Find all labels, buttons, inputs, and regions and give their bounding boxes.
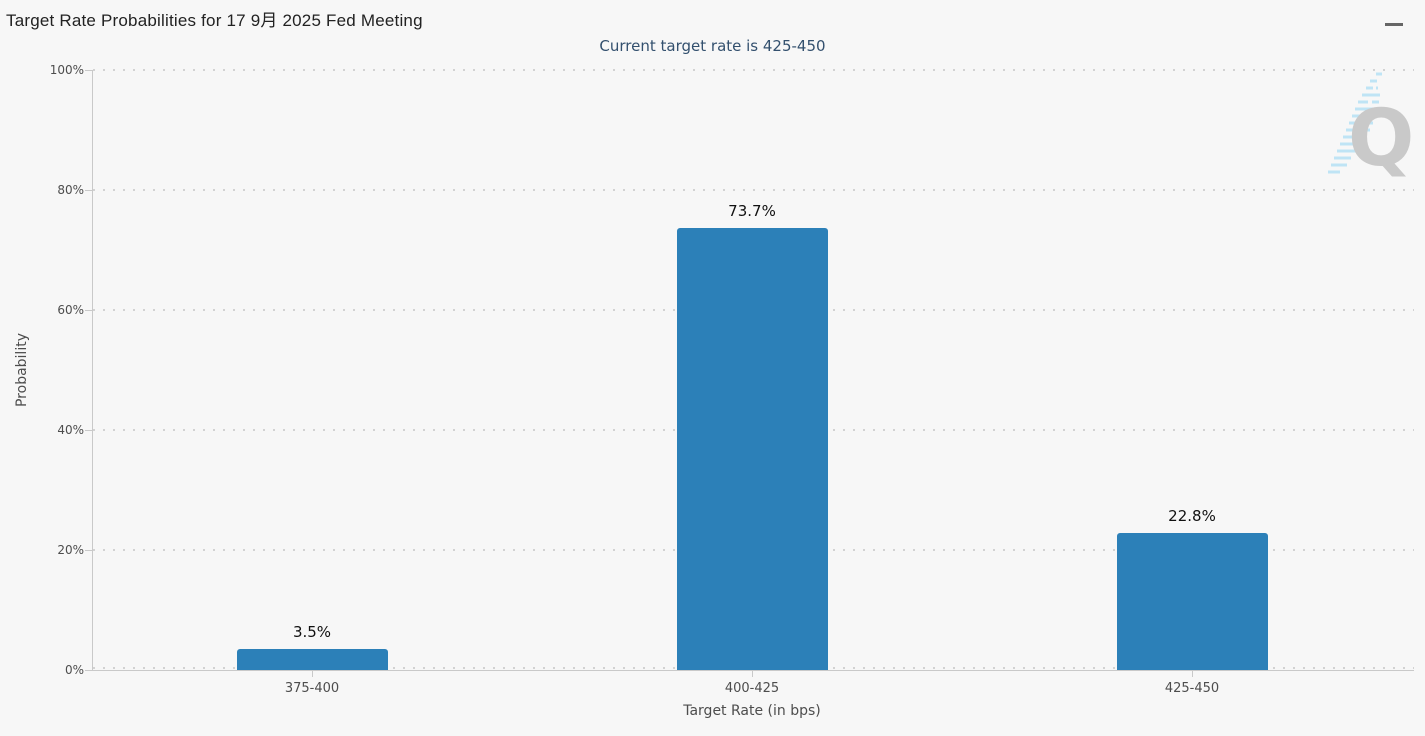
y-axis-tick	[85, 70, 92, 71]
y-axis-tick-label: 80%	[57, 183, 84, 197]
y-axis-line	[92, 70, 93, 670]
y-axis-tick-label: 60%	[57, 303, 84, 317]
x-axis-category-label: 400-425	[724, 681, 780, 696]
y-axis-tick-label: 20%	[57, 543, 84, 557]
y-axis-tick-label: 100%	[49, 63, 84, 77]
y-gridline-80%	[93, 189, 1414, 191]
y-gridline-100%	[93, 69, 1414, 71]
x-axis-category-label: 375-400	[284, 681, 340, 696]
watermark-letter: Q	[1348, 94, 1414, 178]
x-axis-tick	[1192, 671, 1193, 677]
x-axis-tick	[312, 671, 313, 677]
bar-value-label: 73.7%	[728, 202, 776, 220]
bar-value-label: 22.8%	[1168, 507, 1216, 525]
x-axis-category-label: 425-450	[1164, 681, 1220, 696]
page-title: Target Rate Probabilities for 17 9月 2025…	[6, 11, 423, 30]
y-axis-tick	[85, 310, 92, 311]
bar-400-425[interactable]	[676, 228, 828, 670]
x-axis-title: Target Rate (in bps)	[683, 703, 821, 719]
bar-425-450[interactable]	[1116, 533, 1268, 670]
y-axis-tick-label: 40%	[57, 423, 84, 437]
y-axis-tick	[85, 430, 92, 431]
y-axis-tick	[85, 190, 92, 191]
bar-value-label: 3.5%	[292, 623, 332, 641]
x-axis-tick	[752, 671, 753, 677]
x-axis-line	[92, 670, 1414, 671]
y-axis-tick-label: 0%	[64, 663, 84, 677]
chart-subtitle: Current target rate is 425-450	[599, 37, 826, 55]
y-axis-title: Probability	[14, 333, 30, 408]
y-axis-tick	[85, 550, 92, 551]
y-axis-tick	[85, 670, 92, 671]
chart-context-menu-button[interactable]	[1383, 10, 1405, 30]
bar-375-400[interactable]	[236, 649, 388, 670]
quikstrike-q-watermark-icon: Q	[1328, 72, 1414, 178]
